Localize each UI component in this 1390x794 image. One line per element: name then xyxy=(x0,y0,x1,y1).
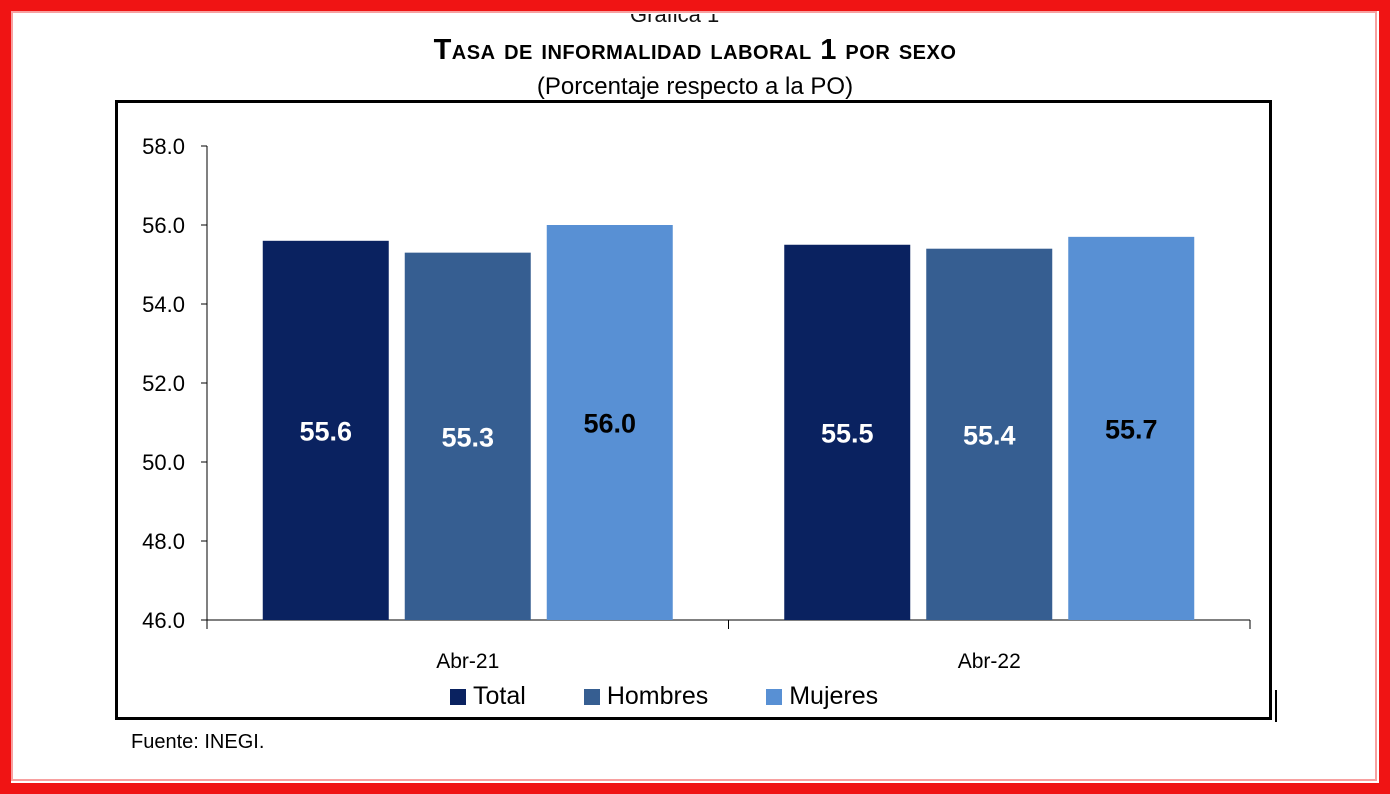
chart-number-label: Gráfica 1 xyxy=(630,2,720,27)
legend-item-total: Total xyxy=(450,682,526,711)
bar-mujeres-abr-22 xyxy=(1068,236,1195,620)
y-tick-label: 46.0 xyxy=(142,608,185,633)
chart-subtitle: (Porcentaje respecto a la PO) xyxy=(536,73,854,100)
legend: Total Hombres Mujeres xyxy=(450,682,936,711)
bar-total-abr-21 xyxy=(262,240,389,621)
data-label: 55.6 xyxy=(299,416,352,446)
y-tick-label: 50.0 xyxy=(142,450,185,475)
y-tick-label: 58.0 xyxy=(142,134,185,159)
source-note: Fuente: INEGI. xyxy=(131,731,265,753)
x-category-label: Abr-22 xyxy=(958,650,1021,673)
plot-area-border xyxy=(115,100,1272,720)
legend-swatch-hombres xyxy=(583,688,600,705)
data-label: 55.3 xyxy=(441,422,494,452)
legend-item-hombres: Hombres xyxy=(583,682,709,711)
bar-hombres-abr-22 xyxy=(926,248,1053,620)
bar-total-abr-22 xyxy=(784,244,911,620)
bar-hombres-abr-21 xyxy=(404,252,531,620)
data-label: 55.4 xyxy=(963,420,1016,450)
data-label: 56.0 xyxy=(583,409,636,439)
legend-label-mujeres: Mujeres xyxy=(789,682,879,710)
legend-swatch-total xyxy=(450,688,466,705)
legend-label-total: Total xyxy=(473,682,526,710)
legend-item-mujeres: Mujeres xyxy=(766,682,878,711)
data-label: 55.5 xyxy=(821,418,874,448)
legend-label-hombres: Hombres xyxy=(606,682,709,710)
y-tick-label: 52.0 xyxy=(142,371,185,396)
x-category-label: Abr-21 xyxy=(436,650,499,673)
data-label: 55.7 xyxy=(1105,414,1158,444)
legend-swatch-mujeres xyxy=(766,688,783,705)
frame-inner-border xyxy=(11,11,1377,781)
y-tick-label: 48.0 xyxy=(142,529,185,554)
y-tick-label: 56.0 xyxy=(142,213,185,238)
bar-mujeres-abr-21 xyxy=(546,225,673,620)
y-tick-label: 54.0 xyxy=(142,292,185,317)
chart-title: Tasa de informalidad laboral 1 por sexo xyxy=(433,34,957,66)
